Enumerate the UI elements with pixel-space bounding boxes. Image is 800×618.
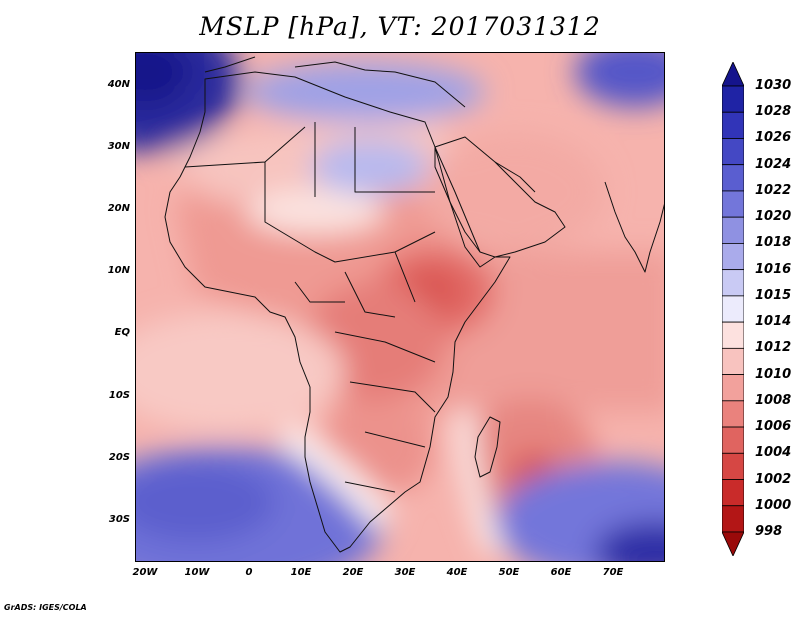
x-tick-label: 70E: [602, 567, 624, 578]
colorbar-level-label: 1016: [755, 261, 792, 277]
x-tick-label: 20E: [342, 567, 364, 578]
y-tick-label: 20S: [108, 452, 130, 463]
x-tick-label: 10E: [290, 567, 312, 578]
x-tick-label: 20W: [132, 567, 158, 578]
y-tick-label: 40N: [107, 79, 130, 90]
x-tick-label: 50E: [498, 567, 520, 578]
colorbar-level-label: 1030: [755, 78, 792, 93]
colorbar-level-label: 1026: [755, 130, 792, 146]
colorbar-level-label: 1012: [755, 340, 792, 356]
map-frame: [135, 52, 665, 562]
colorbar-level-label: 1004: [755, 445, 792, 461]
colorbar-swatch: [722, 62, 744, 87]
coastlines: [164, 56, 665, 553]
colorbar-swatch: [722, 85, 744, 113]
pressure-field: [135, 52, 665, 562]
colorbar-level-label: 1018: [755, 235, 792, 251]
x-tick-label: 10W: [184, 567, 210, 578]
x-tick-label: 40E: [446, 567, 468, 578]
credit-label: GrADS: IGES/COLA: [4, 603, 87, 612]
y-tick-label: 10S: [108, 390, 130, 401]
colorbar-level-label: 1010: [755, 366, 792, 382]
colorbar-level-label: 998: [755, 524, 783, 539]
colorbar-swatch: [722, 138, 744, 166]
colorbar-level-label: 1028: [755, 104, 792, 120]
colorbar-swatch: [722, 164, 744, 192]
colorbar-swatch: [722, 400, 744, 428]
colorbar-level-label: 1020: [755, 209, 792, 225]
colorbar-level-label: 1008: [755, 392, 792, 408]
chart-title: MSLP [hPa], VT: 2017031312: [199, 12, 601, 41]
x-tick-label: 60E: [550, 567, 572, 578]
x-tick-label: 30E: [394, 567, 416, 578]
colorbar-swatch: [722, 295, 744, 323]
colorbar-swatch: [722, 531, 744, 556]
colorbar: [722, 62, 744, 556]
map-panel: [135, 52, 665, 562]
x-tick-label: 0: [245, 567, 253, 578]
colorbar-swatch: [722, 505, 744, 533]
colorbar-swatch: [722, 347, 744, 375]
y-tick-label: EQ: [114, 327, 130, 338]
colorbar-level-label: 1022: [755, 182, 792, 198]
colorbar-swatch: [722, 479, 744, 507]
pressure-map: [135, 52, 665, 562]
colorbar-level-label: 1006: [755, 419, 792, 435]
colorbar-level-label: 1002: [755, 471, 792, 487]
y-tick-label: 30S: [108, 514, 130, 525]
colorbar-swatch: [722, 190, 744, 218]
colorbar-level-label: 1000: [755, 497, 792, 513]
colorbar-swatch: [722, 216, 744, 244]
colorbar-swatch: [722, 452, 744, 480]
colorbar-level-label: 1014: [755, 314, 792, 330]
y-tick-label: 30N: [107, 141, 130, 152]
colorbar-swatch: [722, 243, 744, 271]
y-tick-label: 10N: [107, 265, 130, 276]
colorbar-level-label: 1015: [755, 287, 792, 303]
y-tick-label: 20N: [107, 203, 130, 214]
colorbar-swatch: [722, 269, 744, 297]
colorbar-level-label: 1024: [755, 156, 792, 172]
colorbar-swatch: [722, 374, 744, 402]
colorbar-swatch: [722, 111, 744, 139]
colorbar-swatch: [722, 426, 744, 454]
colorbar-swatch: [722, 321, 744, 349]
